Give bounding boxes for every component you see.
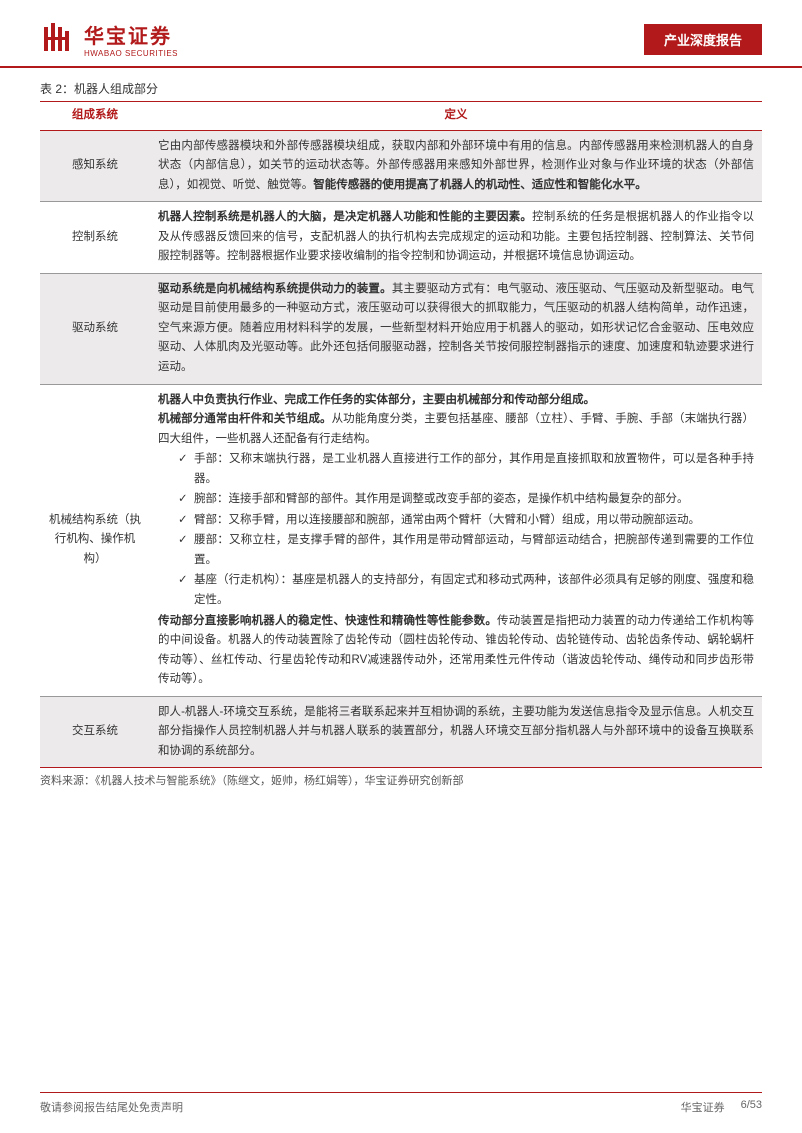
cell-system: 交互系统 bbox=[40, 696, 150, 768]
table-row: 交互系统 即人-机器人-环境交互系统，是能将三者联系起来并互相协调的系统，主要功… bbox=[40, 696, 762, 768]
components-table: 组成系统 定义 感知系统 它由内部传感器模块和外部传感器模块组成，获取内部和外部… bbox=[40, 101, 762, 768]
content-area: 表 2：机器人组成部分 组成系统 定义 感知系统 它由内部传感器模块和外部传感器… bbox=[0, 68, 802, 788]
list-item: 腰部：又称立柱，是支撑手臂的部件，其作用是带动臂部运动，与臂部运动结合，把腕部传… bbox=[178, 531, 754, 570]
def-bold: 智能传感器的使用提高了机器人的机动性、适应性和智能化水平。 bbox=[313, 179, 647, 191]
page-footer: 敬请参阅报告结尾处免责声明 华宝证券 6/53 bbox=[40, 1092, 762, 1115]
logo-text: 华宝证券 HWABAO SECURITIES bbox=[84, 20, 178, 58]
def-bold: 机器人控制系统是机器人的大脑，是决定机器人功能和性能的主要因素。 bbox=[158, 211, 532, 223]
logo-text-cn: 华宝证券 bbox=[84, 20, 178, 49]
cell-system: 控制系统 bbox=[40, 202, 150, 274]
def-text: 其主要驱动方式有：电气驱动、液压驱动、气压驱动及新型驱动。电气驱动是目前使用最多… bbox=[158, 283, 754, 373]
table-row: 机械结构系统（执行机构、操作机构） 机器人中负责执行作业、完成工作任务的实体部分… bbox=[40, 384, 762, 696]
cell-definition: 它由内部传感器模块和外部传感器模块组成，获取内部和外部环境中有用的信息。内部传感… bbox=[150, 130, 762, 202]
check-list: 手部：又称末端执行器，是工业机器人直接进行工作的部分，其作用是直接抓取和放置物件… bbox=[158, 450, 754, 610]
logo-icon bbox=[40, 21, 76, 57]
list-item: 臂部：又称手臂，用以连接腰部和腕部，通常由两个臂杆（大臂和小臂）组成，用以带动腕… bbox=[178, 511, 754, 531]
page-header: 华宝证券 HWABAO SECURITIES 产业深度报告 bbox=[0, 0, 802, 68]
def-bold: 驱动系统是向机械结构系统提供动力的装置。 bbox=[158, 283, 392, 295]
footer-disclaimer: 敬请参阅报告结尾处免责声明 bbox=[40, 1099, 183, 1115]
list-item: 腕部：连接手部和臂部的部件。其作用是调整或改变手部的姿态，是操作机中结构最复杂的… bbox=[178, 490, 754, 510]
logo: 华宝证券 HWABAO SECURITIES bbox=[40, 20, 178, 58]
report-type-badge: 产业深度报告 bbox=[644, 24, 762, 55]
cell-system: 机械结构系统（执行机构、操作机构） bbox=[40, 384, 150, 696]
cell-system: 感知系统 bbox=[40, 130, 150, 202]
cell-definition: 即人-机器人-环境交互系统，是能将三者联系起来并互相协调的系统，主要功能为发送信… bbox=[150, 696, 762, 768]
cell-definition: 驱动系统是向机械结构系统提供动力的装置。其主要驱动方式有：电气驱动、液压驱动、气… bbox=[150, 273, 762, 384]
def-text: 即人-机器人-环境交互系统，是能将三者联系起来并互相协调的系统，主要功能为发送信… bbox=[158, 706, 754, 757]
cell-system: 驱动系统 bbox=[40, 273, 150, 384]
footer-right: 华宝证券 6/53 bbox=[681, 1099, 762, 1115]
col-header-system: 组成系统 bbox=[40, 102, 150, 131]
table-source: 资料来源：《机器人技术与智能系统》（陈继文，姬帅，杨红娟等），华宝证券研究创新部 bbox=[40, 772, 762, 788]
table-row: 感知系统 它由内部传感器模块和外部传感器模块组成，获取内部和外部环境中有用的信息… bbox=[40, 130, 762, 202]
table-row: 控制系统 机器人控制系统是机器人的大脑，是决定机器人功能和性能的主要因素。控制系… bbox=[40, 202, 762, 274]
list-item: 基座（行走机构）：基座是机器人的支持部分，有固定式和移动式两种，该部件必须具有足… bbox=[178, 571, 754, 610]
col-header-definition: 定义 bbox=[150, 102, 762, 131]
def-bold: 传动部分直接影响机器人的稳定性、快速性和精确性等性能参数。 bbox=[158, 615, 497, 627]
cell-definition: 机器人中负责执行作业、完成工作任务的实体部分，主要由机械部分和传动部分组成。 机… bbox=[150, 384, 762, 696]
footer-company: 华宝证券 bbox=[681, 1099, 725, 1115]
table-row: 驱动系统 驱动系统是向机械结构系统提供动力的装置。其主要驱动方式有：电气驱动、液… bbox=[40, 273, 762, 384]
logo-text-en: HWABAO SECURITIES bbox=[84, 49, 178, 58]
footer-page: 6/53 bbox=[741, 1099, 762, 1115]
cell-definition: 机器人控制系统是机器人的大脑，是决定机器人功能和性能的主要因素。控制系统的任务是… bbox=[150, 202, 762, 274]
def-bold: 机器人中负责执行作业、完成工作任务的实体部分，主要由机械部分和传动部分组成。 bbox=[158, 394, 595, 406]
table-caption: 表 2：机器人组成部分 bbox=[40, 80, 762, 97]
list-item: 手部：又称末端执行器，是工业机器人直接进行工作的部分，其作用是直接抓取和放置物件… bbox=[178, 450, 754, 489]
def-bold: 机械部分通常由杆件和关节组成。 bbox=[158, 413, 332, 425]
